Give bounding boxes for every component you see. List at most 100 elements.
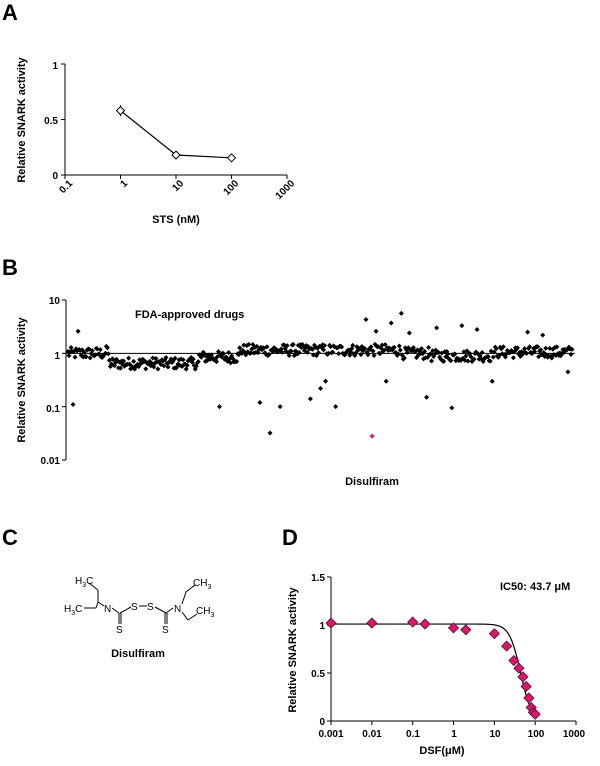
chart-b-point bbox=[524, 350, 530, 356]
chart-a-y-tick-label: 0.5 bbox=[44, 116, 58, 127]
chart-b-point bbox=[404, 349, 410, 355]
chart-b-point bbox=[507, 350, 513, 356]
bond bbox=[181, 611, 189, 621]
chart-b-y-tick-label: 10 bbox=[49, 296, 61, 307]
chart-b-point bbox=[426, 345, 432, 351]
chart-b-marks bbox=[62, 299, 575, 461]
chart-d-x-tick-label: 10 bbox=[489, 729, 501, 740]
chart-d-fit-curve bbox=[331, 623, 536, 715]
chart-b-point bbox=[110, 357, 116, 363]
panel-label-d: D bbox=[282, 525, 298, 550]
chart-b-y-tick-label: 0.01 bbox=[41, 456, 61, 467]
chart-b-point bbox=[490, 354, 496, 360]
chart-a-y-tick-label: 1 bbox=[52, 61, 58, 72]
chart-b-point bbox=[358, 352, 364, 358]
chart-d-y-tick-label: 1.5 bbox=[311, 573, 325, 584]
chart-b-point bbox=[397, 347, 403, 353]
chart-b-point bbox=[379, 342, 385, 348]
chart-b-point bbox=[326, 350, 332, 356]
chart-b-point bbox=[398, 310, 404, 316]
chart-b-point bbox=[465, 358, 471, 364]
chart-b-point bbox=[500, 344, 506, 350]
chart-a-x-tick-label: 1 bbox=[118, 178, 130, 190]
chart-d-y-tick-label: 0.5 bbox=[311, 669, 325, 680]
atom-nitrogen-left: N bbox=[104, 604, 111, 615]
chart-a-point bbox=[171, 150, 181, 160]
chart-b-point bbox=[463, 353, 469, 359]
chart-b-point bbox=[487, 358, 493, 364]
chart-b-point bbox=[277, 404, 283, 410]
chart-b-point bbox=[143, 366, 149, 372]
chart-b-point bbox=[161, 363, 167, 369]
chart-a-x-tick-label: 0.1 bbox=[58, 178, 76, 196]
chart-a-x-tick-label: 10 bbox=[170, 178, 186, 194]
chart-d-point bbox=[407, 616, 419, 628]
chart-b-point bbox=[195, 359, 201, 365]
chart-b-point bbox=[323, 378, 329, 384]
chart-b-point bbox=[538, 347, 544, 353]
chart-b-point bbox=[102, 350, 108, 356]
chart-b-highlight-point bbox=[369, 433, 375, 439]
chart-b-point bbox=[81, 349, 87, 355]
chart-b-point bbox=[382, 342, 388, 348]
chart-b-point bbox=[165, 364, 171, 370]
chart-b-point bbox=[474, 326, 480, 332]
chart-d-point bbox=[529, 708, 541, 720]
chart-b-point bbox=[525, 329, 531, 335]
chart-d: Relative SNARK activity DSF(μM) IC50: 43… bbox=[287, 573, 586, 757]
chart-b-point bbox=[257, 399, 263, 405]
chart-d-x-tick-label: 100 bbox=[528, 729, 545, 740]
chart-a-point bbox=[115, 105, 126, 116]
chart-b-point bbox=[304, 349, 310, 355]
chart-d-point bbox=[517, 671, 529, 683]
chart-b-point bbox=[208, 352, 214, 358]
bond bbox=[88, 582, 99, 591]
molecule-name: Disulfiram bbox=[111, 648, 165, 660]
chart-b-point bbox=[333, 404, 339, 410]
chart-b-point bbox=[449, 405, 455, 411]
atom-sulfur-bridge-right: S bbox=[147, 602, 154, 613]
bond bbox=[119, 606, 132, 614]
chart-b-point bbox=[180, 357, 186, 363]
chart-b-point bbox=[568, 351, 574, 357]
chart-b-point bbox=[264, 344, 270, 350]
atom-sulfur-thione-right: S bbox=[162, 625, 169, 636]
chart-d-point bbox=[447, 622, 460, 634]
chart-d-x-tick-label: 0.01 bbox=[362, 729, 382, 740]
chart-b-point bbox=[68, 345, 74, 351]
chart-b-point bbox=[522, 346, 528, 352]
atom-label: CH3 bbox=[193, 578, 211, 591]
chart-b-point bbox=[535, 344, 541, 350]
chart-b-point bbox=[514, 345, 520, 351]
bond bbox=[111, 607, 120, 614]
chart-b-point bbox=[286, 352, 292, 358]
chart-b-point bbox=[377, 351, 383, 357]
chart-b-point bbox=[151, 364, 157, 370]
chart-a-x-title: STS (nM) bbox=[152, 214, 200, 226]
atom-label: H3C bbox=[75, 576, 93, 589]
chart-b-point bbox=[468, 354, 474, 360]
bond bbox=[187, 613, 198, 621]
chart-b-point bbox=[549, 355, 555, 361]
chart-b-point bbox=[215, 349, 221, 355]
chart-b-point bbox=[401, 355, 407, 361]
chart-b-point bbox=[70, 401, 76, 407]
atom-sulfur-bridge-left: S bbox=[131, 602, 138, 613]
chart-b-point bbox=[75, 328, 81, 334]
chart-b-point bbox=[368, 344, 374, 350]
chart-b-point bbox=[226, 350, 232, 356]
chart-b-point bbox=[221, 351, 227, 357]
chart-d-x-title: DSF(μM) bbox=[419, 745, 465, 757]
chart-d-point bbox=[488, 628, 500, 640]
chart-b-y-tick-label: 0.1 bbox=[46, 404, 60, 415]
chart-b-point bbox=[149, 360, 155, 366]
chart-d-x-tick-label: 0.1 bbox=[406, 729, 420, 740]
chart-b-point bbox=[131, 358, 137, 364]
chart-d-point bbox=[366, 617, 378, 629]
chart-d-x-tick-label: 0.001 bbox=[318, 729, 343, 740]
chart-b-annotation: FDA-approved drugs bbox=[135, 309, 244, 321]
chart-b-point bbox=[318, 385, 324, 391]
chart-b-point bbox=[243, 352, 249, 358]
chart-b-point bbox=[267, 430, 273, 436]
